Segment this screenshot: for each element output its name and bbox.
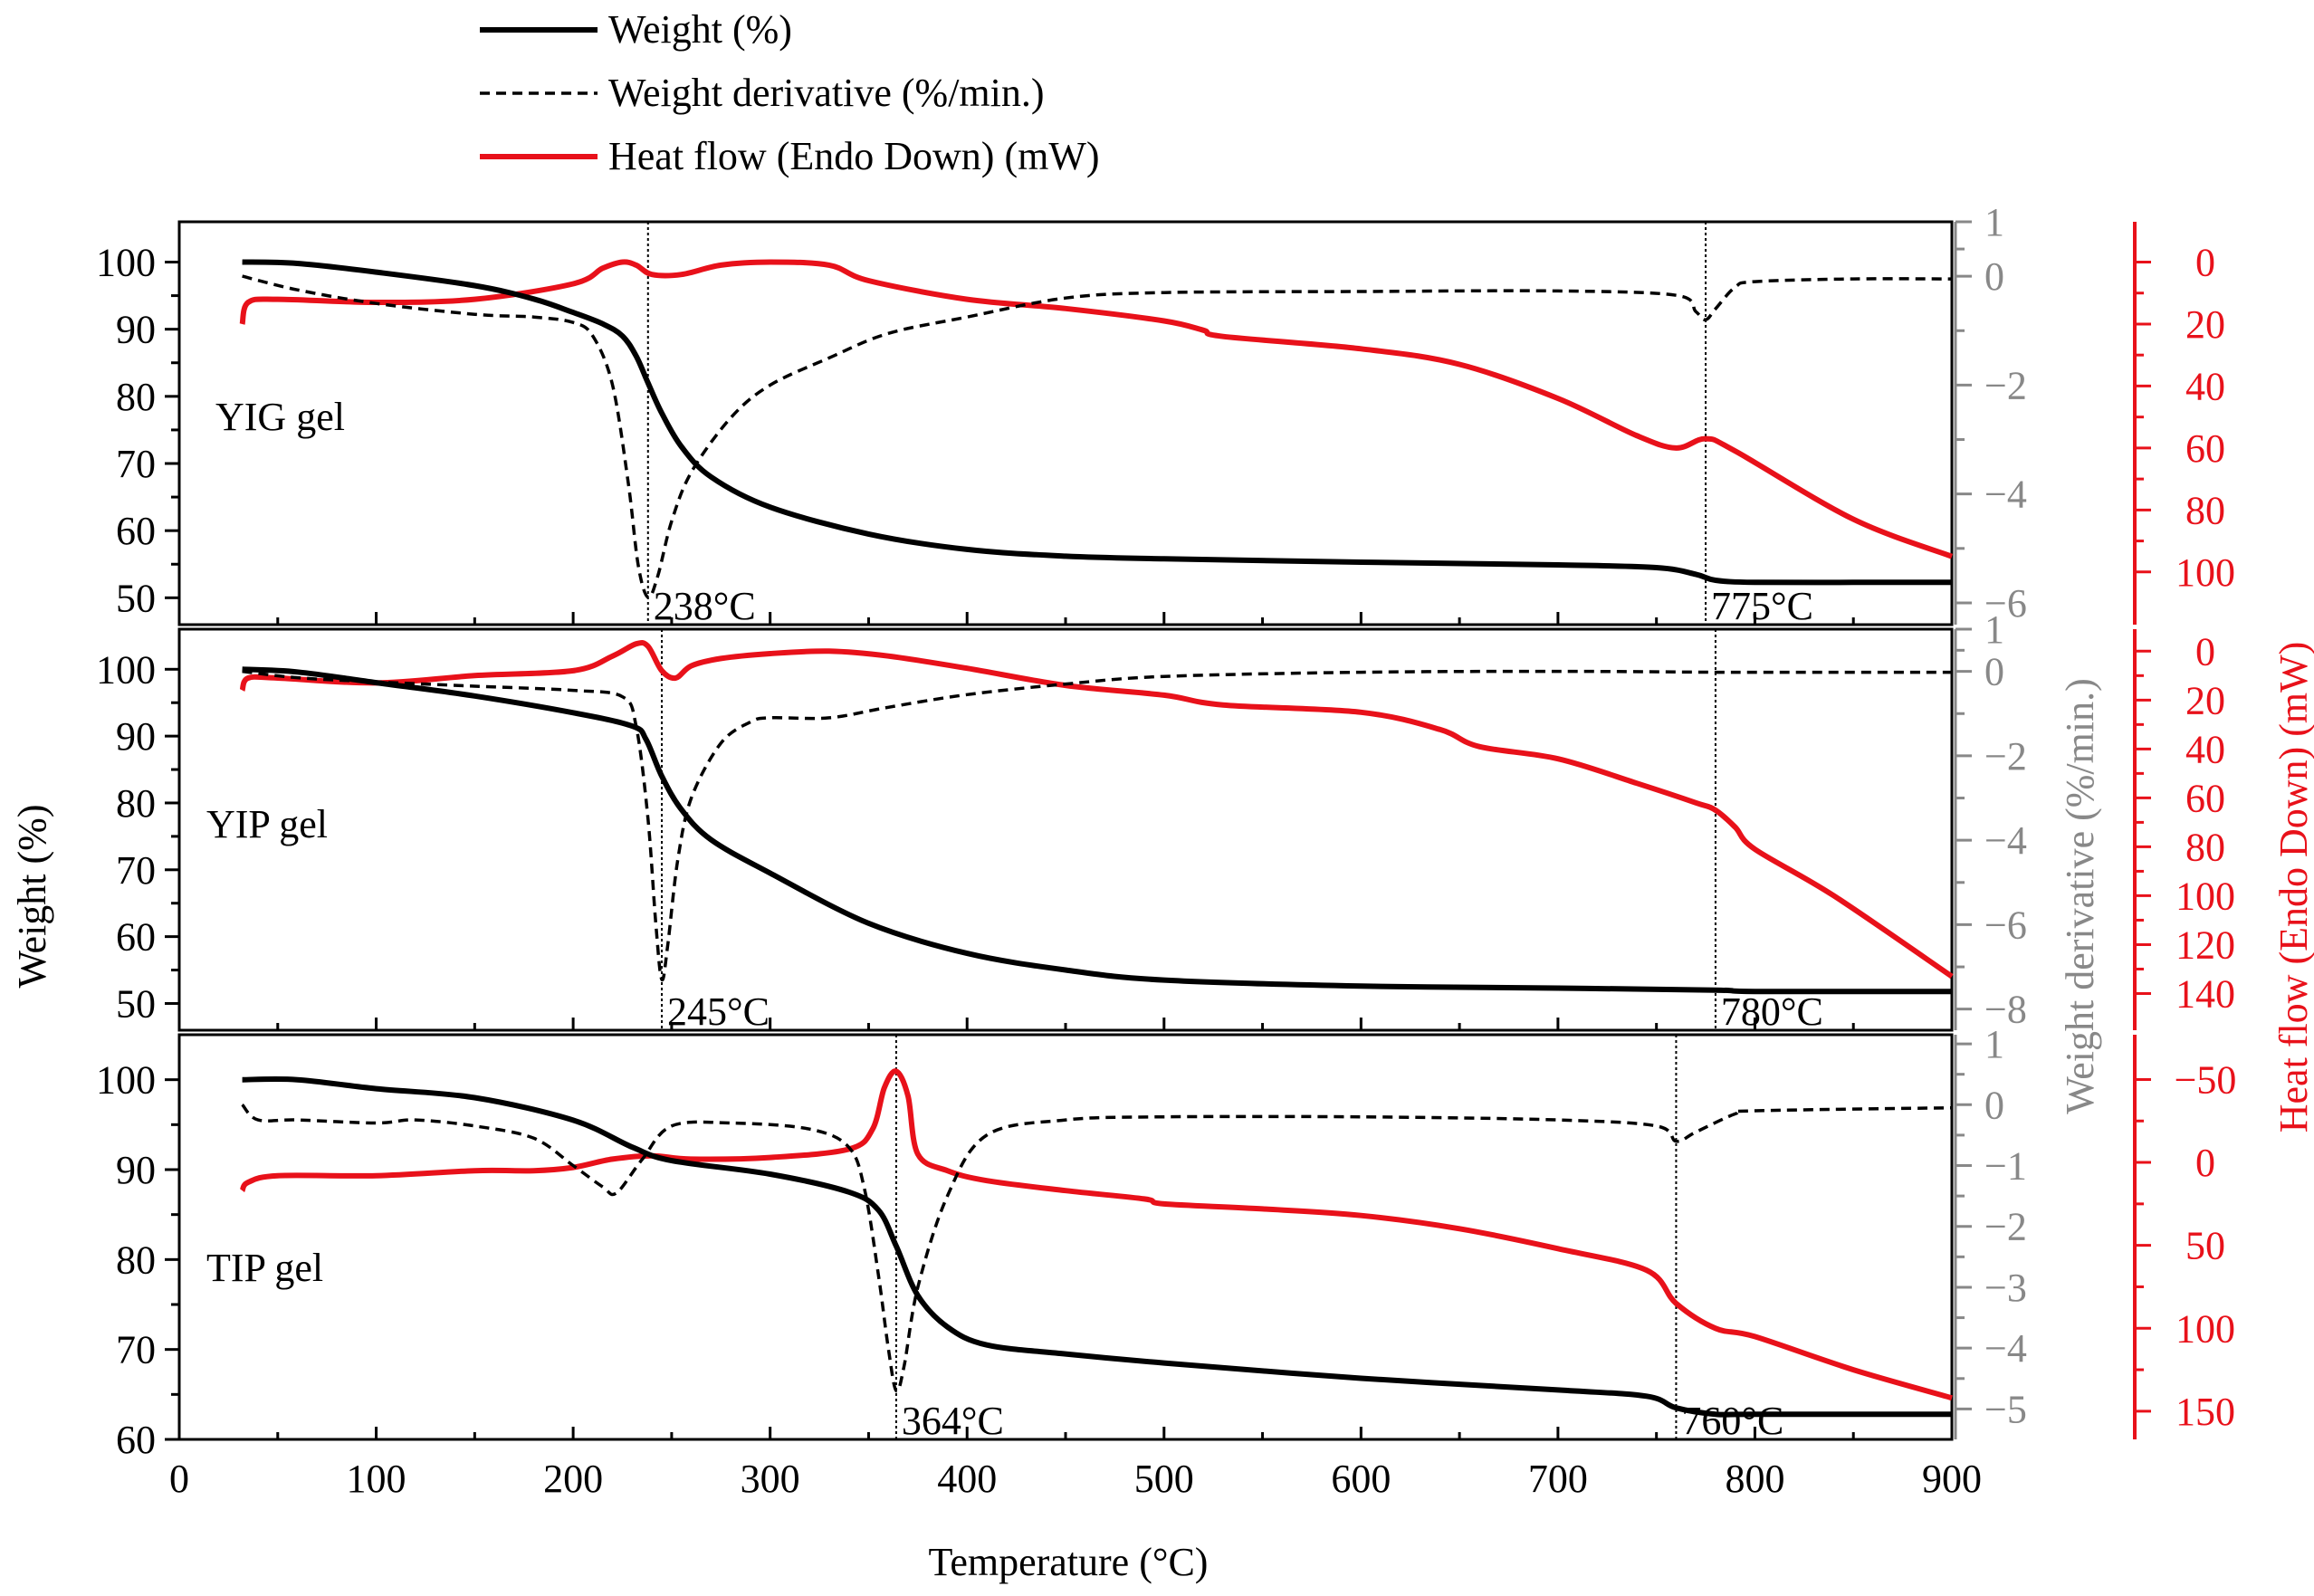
weight-tick-label: 50: [116, 981, 156, 1026]
sample-label: TIP gel: [206, 1246, 323, 1290]
heat-tick-label: 100: [2175, 550, 2235, 595]
x-tick-label: 700: [1528, 1457, 1588, 1501]
heat-tick-label: 0: [2195, 629, 2215, 674]
derivative-tick-label: −2: [1984, 363, 2027, 407]
derivative-tick-label: −6: [1984, 581, 2027, 626]
derivative-tick-label: −2: [1984, 734, 2027, 779]
heat-tick-label: 140: [2175, 971, 2235, 1016]
heat-tick-label: 0: [2195, 1141, 2215, 1185]
weight-tick-label: 80: [116, 1238, 156, 1282]
weight-tick-label: 100: [96, 1058, 156, 1103]
x-tick-label: 800: [1725, 1457, 1784, 1501]
heat-tick-label: 50: [2185, 1224, 2225, 1268]
heat-tick-label: 0: [2195, 241, 2215, 285]
annotation-label: 364°C: [902, 1399, 1004, 1443]
derivative-line: [242, 274, 1953, 599]
weight-tick-label: 80: [116, 375, 156, 419]
derivative-tick-label: 0: [1984, 1083, 2004, 1127]
heat-tick-label: 100: [2175, 874, 2235, 918]
weight-tick-label: 60: [116, 1418, 156, 1462]
derivative-axis-title: Weight derivative (%/min.): [2058, 678, 2102, 1114]
x-tick-label: 900: [1922, 1457, 1982, 1501]
derivative-tick-label: −3: [1984, 1266, 2027, 1310]
heat-tick-label: 40: [2185, 727, 2225, 771]
derivative-tick-label: −4: [1984, 473, 2027, 517]
heat-tick-label: 60: [2185, 426, 2225, 471]
x-tick-label: 100: [347, 1457, 406, 1501]
heat-flow-line: [239, 259, 1954, 559]
derivative-tick-label: −4: [1984, 818, 2027, 863]
weight-line: [242, 259, 1952, 586]
legend-weight-label: Weight (%): [608, 7, 792, 52]
heat-tick-label: 120: [2175, 922, 2235, 967]
heat-tick-label: 150: [2175, 1390, 2235, 1434]
x-tick-label: 400: [937, 1457, 997, 1501]
x-tick-label: 0: [169, 1457, 189, 1501]
derivative-tick-label: −6: [1984, 903, 2027, 947]
weight-tick-label: 100: [96, 647, 156, 692]
legend: Weight (%) Weight derivative (%/min.) He…: [480, 7, 1100, 178]
annotation-label: 245°C: [667, 989, 770, 1034]
derivative-tick-label: −4: [1984, 1326, 2027, 1371]
weight-tick-label: 70: [116, 848, 156, 893]
annotation-label: 760°C: [1681, 1399, 1783, 1443]
derivative-tick-label: 1: [1984, 200, 2004, 244]
weight-tick-label: 50: [116, 576, 156, 620]
heat-tick-label: 80: [2185, 825, 2225, 869]
derivative-tick-label: −5: [1984, 1387, 2027, 1431]
weight-tick-label: 90: [116, 714, 156, 759]
derivative-line: [241, 1104, 1953, 1393]
sample-label: YIP gel: [206, 802, 328, 846]
heat-tick-label: −50: [2175, 1057, 2237, 1102]
derivative-tick-label: −8: [1984, 988, 2027, 1032]
x-tick-label: 300: [741, 1457, 800, 1501]
x-tick-label: 200: [543, 1457, 603, 1501]
left-axis-title: Weight (%): [10, 805, 54, 989]
x-tick-label: 600: [1331, 1457, 1391, 1501]
weight-tick-label: 70: [116, 442, 156, 486]
annotation-label: 238°C: [654, 584, 756, 628]
heat-flow-line: [239, 1068, 1953, 1401]
heat-tick-label: 20: [2185, 678, 2225, 722]
heat-tick-label: 20: [2185, 302, 2225, 347]
weight-tick-label: 100: [96, 241, 156, 285]
weight-tick-label: 70: [116, 1328, 156, 1372]
derivative-tick-label: −2: [1984, 1205, 2027, 1249]
weight-line: [242, 666, 1953, 995]
derivative-tick-label: 1: [1984, 1022, 2004, 1066]
sample-label: YIG gel: [215, 395, 345, 439]
weight-line: [242, 1075, 1952, 1418]
derivative-tick-label: 0: [1984, 650, 2004, 694]
weight-tick-label: 60: [116, 915, 156, 960]
weight-tick-label: 80: [116, 781, 156, 826]
heat-tick-label: 100: [2175, 1306, 2235, 1351]
heat-tick-label: 60: [2185, 776, 2225, 820]
annotation-label: 780°C: [1721, 989, 1823, 1034]
heat-axis-title: Heat flow (Endo Down) (mW): [2271, 642, 2314, 1133]
derivative-line: [242, 669, 1952, 982]
weight-tick-label: 90: [116, 308, 156, 352]
x-tick-label: 500: [1134, 1457, 1194, 1501]
weight-tick-label: 90: [116, 1148, 156, 1192]
panel-bottom: 60 70 80 90 100 −5 −4 −3 −2 −1 0 1 −50 0 50 100 150 364°C…: [96, 1022, 2236, 1462]
heat-flow-line: [239, 639, 1954, 980]
derivative-tick-label: −1: [1984, 1144, 2027, 1189]
derivative-tick-label: 0: [1984, 254, 2004, 299]
legend-derivative-label: Weight derivative (%/min.): [608, 71, 1045, 115]
heat-tick-label: 80: [2185, 488, 2225, 532]
annotation-label: 775°C: [1711, 584, 1813, 628]
x-axis-title: Temperature (°C): [929, 1540, 1209, 1584]
derivative-tick-label: 1: [1984, 607, 2004, 652]
weight-tick-label: 60: [116, 509, 156, 553]
heat-tick-label: 40: [2185, 364, 2225, 408]
legend-heat-label: Heat flow (Endo Down) (mW): [608, 134, 1100, 178]
